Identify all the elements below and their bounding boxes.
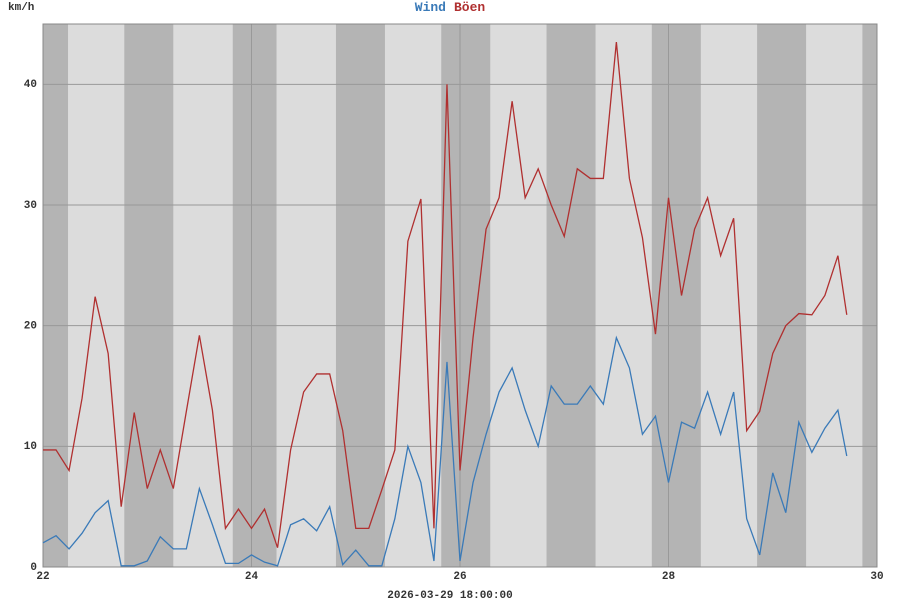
night-band [757,24,807,567]
y-tick-label: 10 [24,441,37,453]
line-series [42,335,848,567]
line-series [43,42,848,548]
y-tick-label: 30 [24,200,37,212]
x-tick-label: 28 [662,571,676,583]
y-tick-label: 20 [24,321,37,333]
x-tick-label: 26 [453,571,466,583]
x-tick-label: 22 [36,571,49,583]
night-band [546,24,596,567]
legend: Wind Böen [415,0,486,15]
night-band [335,24,385,567]
night-band [441,24,491,567]
night-band [651,24,701,567]
night-band [43,24,69,567]
x-tick-label: 30 [870,571,883,583]
y-tick-label: 40 [24,79,37,91]
night-band [124,24,174,567]
x-tick-label: 24 [245,571,259,583]
plot-frame [42,23,878,568]
night-band [862,24,877,567]
legend-entry: Wind [415,0,446,15]
night-band [232,24,277,567]
legend-entry: Böen [454,0,485,15]
x-axis-label: 2026-03-29 18:00:00 [387,590,512,600]
y-unit: km/h [8,2,34,14]
y-tick-label: 0 [30,562,37,574]
